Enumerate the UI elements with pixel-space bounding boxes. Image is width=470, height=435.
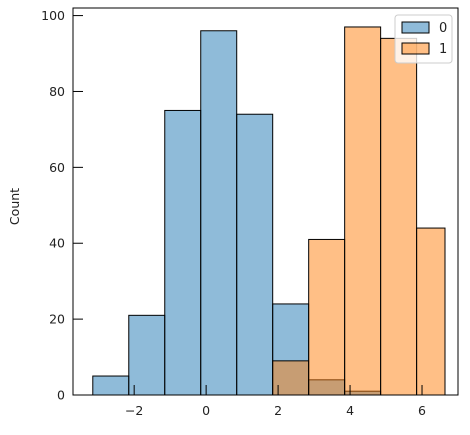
bar-series-0-bin-3 (200, 30, 238, 396)
legend-swatch-0 (401, 21, 430, 34)
legend-label-1: 1 (439, 42, 447, 57)
y-axis-ticks: 0 20 40 60 80 100 (41, 8, 83, 403)
legend: 0 1 (394, 14, 453, 64)
y-tick-label: 80 (49, 84, 65, 99)
bar-series-1-bin-1 (308, 238, 346, 396)
x-axis-ticks: −2 0 2 4 6 (125, 385, 426, 418)
bar-series-1-bin-3 (380, 37, 418, 396)
legend-label-0: 0 (439, 21, 447, 36)
bar-series-1-bin-4 (416, 227, 446, 396)
y-tick-label: 20 (49, 312, 65, 327)
y-tick-label: 40 (49, 236, 65, 251)
legend-swatch-1 (401, 42, 430, 55)
bar-series-0-bin-0 (92, 375, 130, 396)
x-tick-label: 2 (274, 403, 282, 418)
y-tick-label: 100 (41, 8, 65, 23)
bar-series-1-bin-2 (344, 26, 382, 396)
x-tick-label: 4 (346, 403, 354, 418)
bar-series-0-bin-4 (236, 113, 274, 396)
y-tick-label: 0 (57, 388, 65, 403)
y-tick-label: 60 (49, 160, 65, 175)
bar-series-0-bin-2 (164, 109, 202, 396)
series-1-bars (272, 26, 446, 396)
axes-frame (72, 7, 459, 396)
series-0-bars (92, 30, 382, 396)
y-axis-label: Count (7, 188, 22, 225)
x-tick-label: 6 (418, 403, 426, 418)
bar-series-0-bin-1 (128, 314, 166, 396)
x-tick-label: 0 (202, 403, 210, 418)
x-tick-label: −2 (125, 403, 143, 418)
